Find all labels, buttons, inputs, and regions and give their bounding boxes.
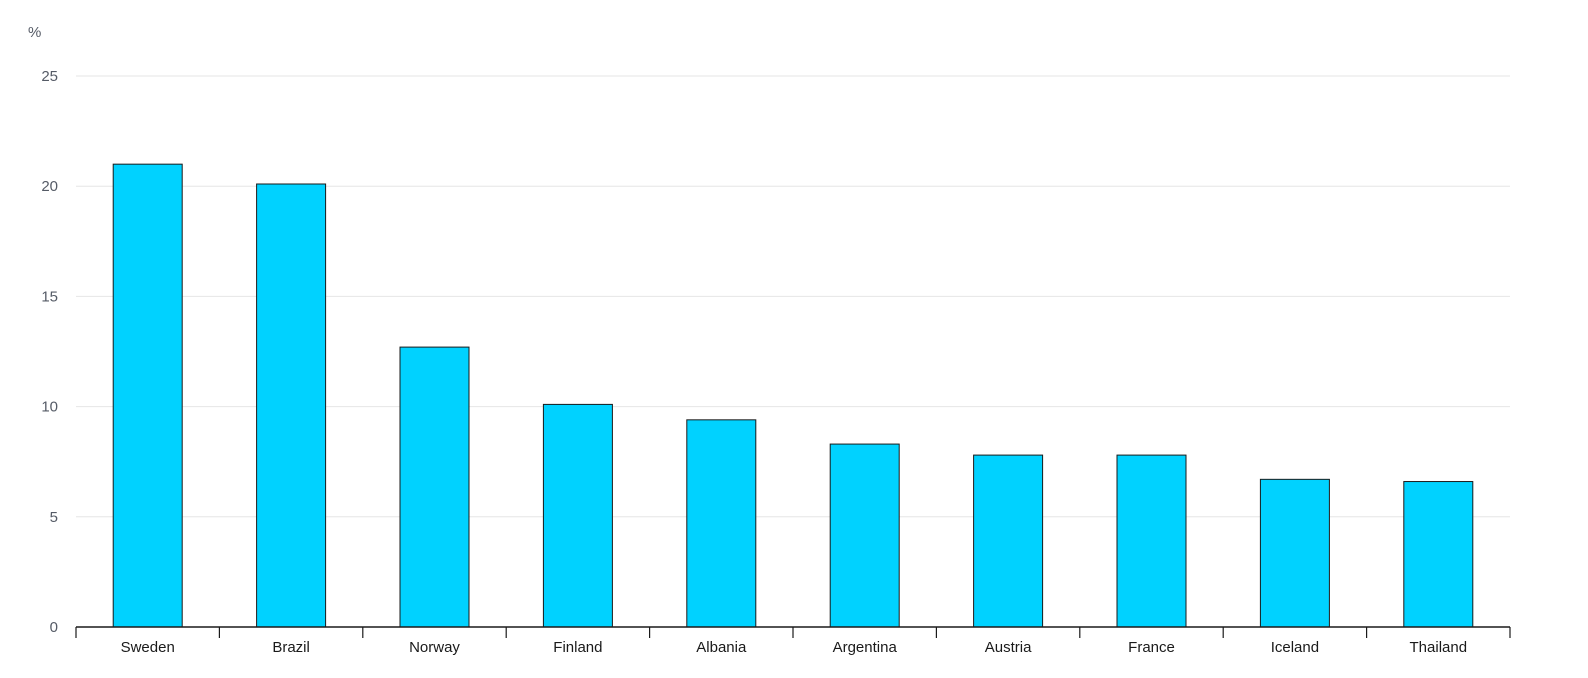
x-axis: Sweden Brazil Norway Finland Albania Argentin…	[75, 626, 1511, 656]
bar-iceland	[1259, 478, 1330, 628]
y-tick-label: 15	[41, 288, 58, 305]
y-axis-label: %	[28, 24, 41, 41]
y-tick-label: 0	[50, 619, 58, 636]
bar-sweden	[112, 163, 183, 628]
bar-finland	[542, 403, 613, 628]
y-tick-label: 25	[41, 68, 58, 85]
bars	[112, 163, 1474, 628]
x-tick-label: Austria	[985, 639, 1032, 656]
y-tick-label: 10	[41, 399, 58, 416]
x-tick-label: Argentina	[833, 639, 898, 656]
x-tick-label: Thailand	[1410, 639, 1468, 656]
bar-norway	[399, 346, 470, 628]
x-tick-label: Norway	[409, 639, 460, 656]
x-tick-label: France	[1128, 639, 1175, 656]
x-tick-label: Finland	[553, 639, 602, 656]
bar-brazil	[256, 183, 327, 628]
bar-austria	[973, 454, 1044, 628]
bar-argentina	[829, 443, 900, 628]
x-tick-label: Brazil	[272, 639, 310, 656]
y-tick-label: 5	[50, 509, 58, 526]
y-tick-label: 20	[41, 178, 58, 195]
bar-albania	[686, 419, 757, 628]
y-axis-ticks: 0 5 10 15 20 25	[41, 68, 58, 636]
x-tick-label: Sweden	[121, 639, 175, 656]
x-tick-label: Albania	[696, 639, 747, 656]
bar-thailand	[1403, 481, 1474, 628]
x-tick-label: Iceland	[1271, 639, 1319, 656]
bar-france	[1116, 454, 1187, 628]
